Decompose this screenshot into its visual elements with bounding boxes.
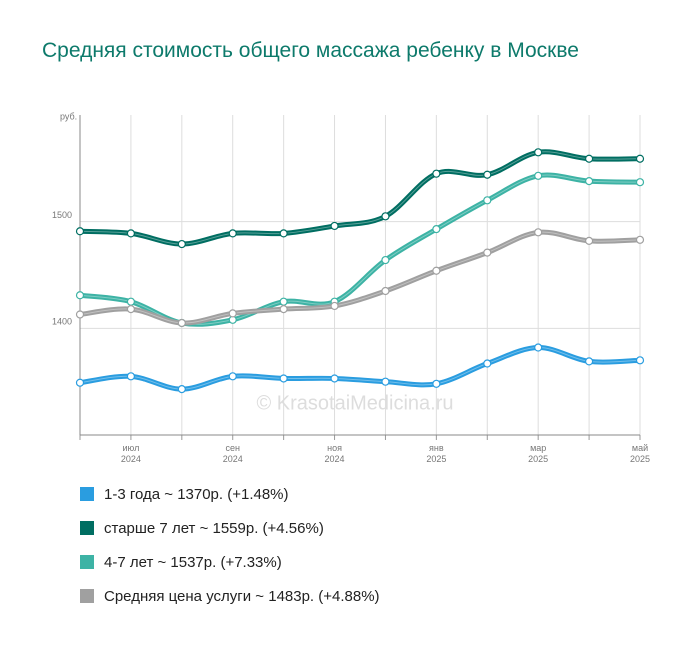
legend-swatch xyxy=(80,487,94,501)
point xyxy=(584,236,594,245)
point xyxy=(126,297,136,306)
series-line xyxy=(79,149,641,247)
point xyxy=(381,255,390,265)
point xyxy=(126,305,136,314)
point xyxy=(584,154,594,163)
y-unit: руб. xyxy=(60,111,77,121)
legend-item: 1-3 года ~ 1370р. (+1.48%) xyxy=(80,486,289,504)
point xyxy=(381,377,390,386)
series-line-highlight xyxy=(79,347,641,390)
legend-item: 4-7 лет ~ 1537р. (+7.33%) xyxy=(80,554,282,572)
point xyxy=(279,229,288,238)
legend-label: Средняя цена услуги ~ 1483р. (+4.88%) xyxy=(104,588,380,605)
series-line xyxy=(79,229,641,326)
point xyxy=(432,169,441,178)
legend-label: старше 7 лет ~ 1559р. (+4.56%) xyxy=(104,520,324,537)
point xyxy=(177,239,186,249)
point xyxy=(381,286,390,296)
chart-title: Средняя стоимость общего массажа ребенку… xyxy=(42,39,579,62)
point xyxy=(330,221,339,231)
point xyxy=(381,212,390,221)
legend-swatch xyxy=(80,555,94,569)
legend-swatch xyxy=(80,521,94,535)
point xyxy=(483,196,492,205)
legend-label: 1-3 года ~ 1370р. (+1.48%) xyxy=(104,486,289,503)
point xyxy=(279,374,288,383)
legend-item: Средняя цена услуги ~ 1483р. (+4.88%) xyxy=(80,588,380,606)
point xyxy=(584,177,594,186)
legend-label: 4-7 лет ~ 1537р. (+7.33%) xyxy=(104,554,282,571)
point xyxy=(177,318,186,328)
series-line xyxy=(79,345,641,392)
point xyxy=(635,235,645,244)
point xyxy=(635,178,645,187)
point xyxy=(635,356,645,365)
point xyxy=(584,357,594,366)
point xyxy=(432,225,441,234)
series-line-highlight xyxy=(79,151,641,245)
x-tick-label: ноя 2024 xyxy=(324,443,345,464)
point xyxy=(534,148,543,157)
point xyxy=(534,343,543,352)
x-tick-label: янв 2025 xyxy=(426,443,447,464)
point xyxy=(432,379,441,388)
x-tick-label: мар 2025 xyxy=(528,443,549,464)
point xyxy=(228,309,237,318)
point xyxy=(483,248,492,257)
point xyxy=(483,170,492,179)
point xyxy=(177,385,186,394)
point xyxy=(75,291,85,300)
y-tick-label: 1500 xyxy=(52,210,72,220)
point xyxy=(279,305,288,314)
point xyxy=(228,372,237,381)
point xyxy=(228,229,237,238)
legend-item: старше 7 лет ~ 1559р. (+4.56%) xyxy=(80,520,324,538)
point xyxy=(483,359,492,368)
point xyxy=(534,228,543,237)
series-line-highlight xyxy=(79,231,641,324)
point xyxy=(75,378,85,387)
point xyxy=(126,372,136,381)
x-tick-label: май 2025 xyxy=(629,443,651,464)
x-tick-label: июл 2024 xyxy=(120,443,141,464)
point xyxy=(432,266,441,275)
point xyxy=(75,310,85,319)
point xyxy=(279,297,288,306)
point xyxy=(126,229,136,238)
legend-swatch xyxy=(80,589,94,603)
y-tick-label: 1400 xyxy=(52,317,72,327)
point xyxy=(75,227,85,236)
watermark: © KrasotaiMedicina.ru xyxy=(256,392,453,414)
point xyxy=(534,171,543,180)
point xyxy=(635,154,645,163)
x-tick-label: сен 2024 xyxy=(222,443,243,464)
point xyxy=(330,374,339,383)
point xyxy=(330,301,339,311)
